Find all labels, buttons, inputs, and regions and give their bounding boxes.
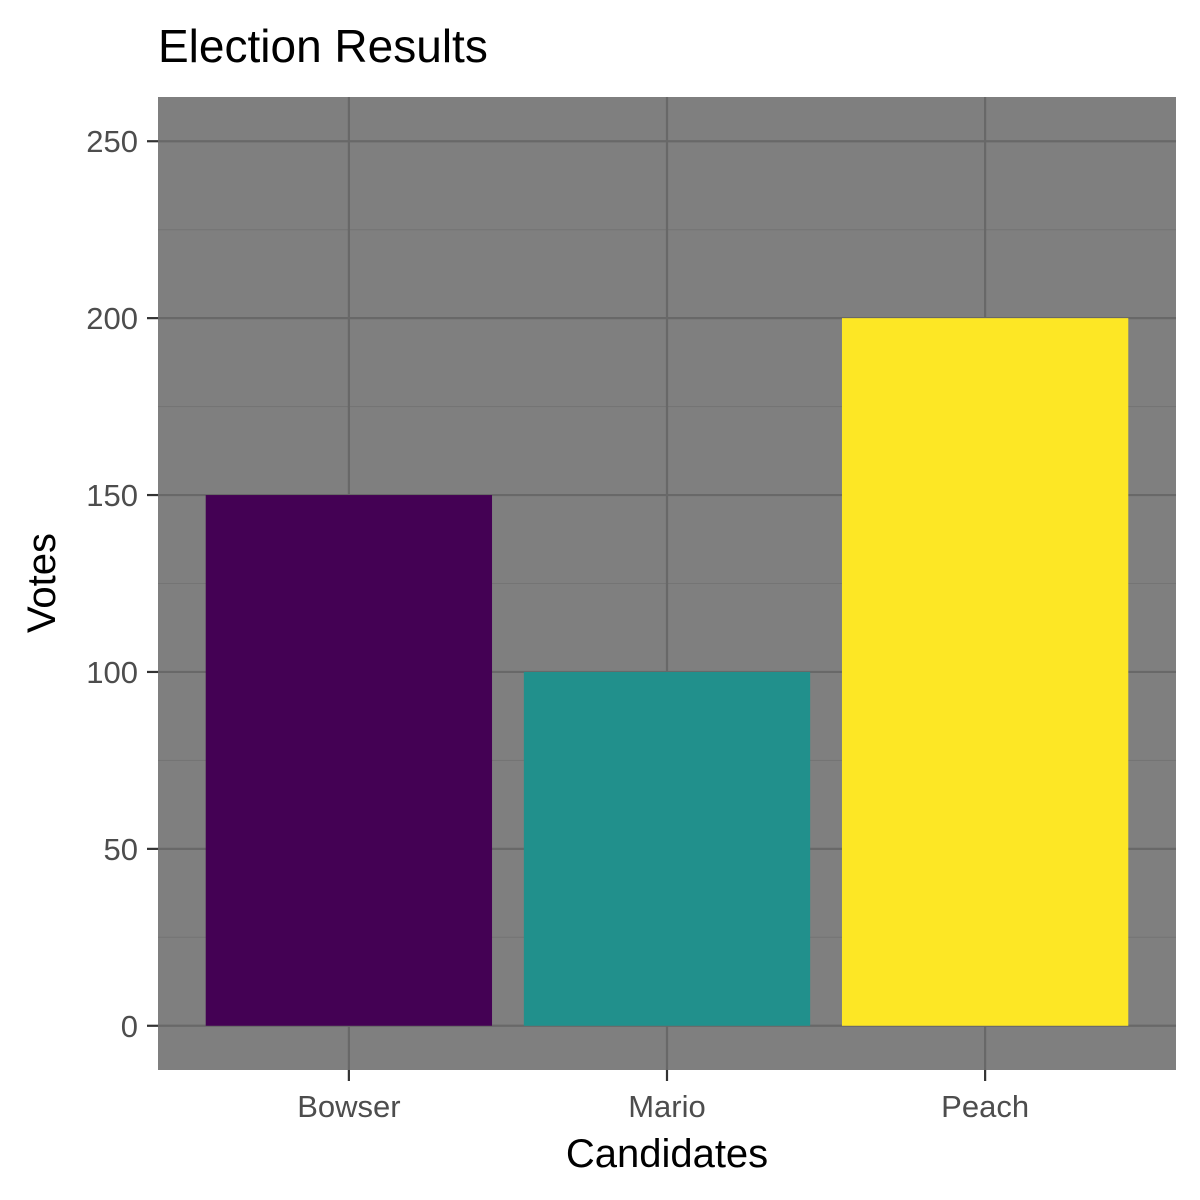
x-tick-label: Bowser (297, 1089, 400, 1124)
x-tick-label: Peach (941, 1089, 1029, 1124)
y-tick-label: 100 (86, 655, 138, 690)
bars (205, 318, 1129, 1026)
y-axis-title: Votes (20, 533, 64, 633)
y-tick-label: 150 (86, 478, 138, 513)
bar-mario (523, 671, 811, 1026)
y-tick-label: 200 (86, 301, 138, 336)
x-axis: Bowser Mario Peach (297, 1070, 1029, 1124)
chart-title: Election Results (158, 20, 488, 72)
x-tick-label: Mario (628, 1089, 706, 1124)
y-tick-label: 250 (86, 124, 138, 159)
bar-peach (841, 318, 1129, 1026)
bar-bowser (205, 495, 493, 1026)
y-tick-label: 0 (121, 1009, 138, 1044)
y-axis: 0 50 100 150 200 250 (86, 124, 158, 1044)
x-axis-title: Candidates (566, 1132, 768, 1176)
y-tick-label: 50 (104, 832, 138, 867)
